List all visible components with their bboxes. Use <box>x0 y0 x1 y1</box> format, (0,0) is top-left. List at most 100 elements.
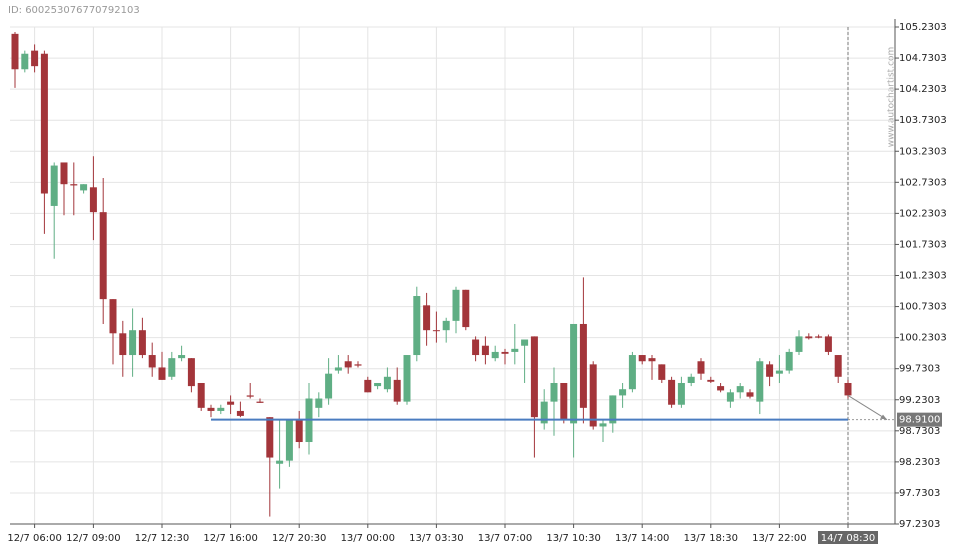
candle-body <box>413 296 421 356</box>
candle-body <box>795 336 803 352</box>
candle-body <box>462 289 470 328</box>
candle-body <box>393 379 401 402</box>
candle-body <box>805 336 813 339</box>
candle-body <box>844 382 852 396</box>
y-tick-label: 98.2303 <box>899 457 940 468</box>
level-label: 98.9100 <box>899 415 940 426</box>
candle-body <box>168 358 176 377</box>
candle-body <box>325 373 333 399</box>
candle-body <box>481 345 489 356</box>
x-tick-label: 12/7 20:30 <box>272 533 326 544</box>
candle-body <box>99 212 107 300</box>
candle-body <box>775 370 783 374</box>
candle-body <box>197 382 205 408</box>
candle-body <box>109 299 117 334</box>
candle-body <box>21 53 29 70</box>
candle-body <box>491 351 499 359</box>
candle-body <box>442 320 450 331</box>
candle-body <box>119 333 127 356</box>
level-label-box <box>897 412 942 427</box>
candle-body <box>315 398 323 408</box>
x-tick-label: 13/7 14:00 <box>615 533 669 544</box>
candle-body <box>579 323 587 408</box>
candle-body <box>815 336 823 338</box>
candle-body <box>638 355 646 362</box>
candle-body <box>383 376 391 390</box>
x-tick-label: 14/7 08:30 <box>821 533 875 544</box>
candle-body <box>148 355 156 368</box>
candle-body <box>628 355 636 390</box>
y-tick-label: 101.7303 <box>899 239 947 250</box>
y-tick-label: 99.7303 <box>899 364 940 375</box>
candle-body <box>138 330 146 356</box>
y-tick-label: 103.7303 <box>899 115 947 126</box>
candle-body <box>285 420 293 461</box>
candle-body <box>31 50 39 67</box>
y-tick-label: 105.2303 <box>899 22 947 33</box>
candle-body <box>687 376 695 383</box>
y-tick-label: 99.2303 <box>899 395 940 406</box>
candle-body <box>295 420 303 443</box>
x-tick-label: 12/7 16:00 <box>203 533 257 544</box>
x-tick-label: 12/7 12:30 <box>135 533 189 544</box>
candle-body <box>403 355 411 402</box>
candle-body <box>472 339 480 356</box>
candle-body <box>550 382 558 402</box>
candle-body <box>70 184 78 186</box>
candle-body <box>452 289 460 321</box>
candle-body <box>589 364 597 427</box>
watermark: www.autochartist.com <box>887 47 897 148</box>
candle-body <box>736 386 744 393</box>
y-tick-label: 100.2303 <box>899 333 947 344</box>
candle-body <box>344 361 352 368</box>
candle-body <box>178 355 186 359</box>
candle-body <box>276 460 284 464</box>
candle-body <box>658 364 666 380</box>
candle-body <box>511 348 519 352</box>
candle-body <box>364 379 372 393</box>
candle-body <box>756 361 764 402</box>
y-tick-label: 103.2303 <box>899 146 947 157</box>
candle-body <box>246 395 254 397</box>
y-tick-label: 102.7303 <box>899 177 947 188</box>
x-tick-label: 12/7 06:00 <box>7 533 61 544</box>
candle-body <box>746 392 754 397</box>
candle-body <box>60 162 68 185</box>
candle-body <box>256 401 264 403</box>
candle-body <box>50 165 58 206</box>
candle-body <box>560 382 568 421</box>
x-tick-label: 13/7 07:00 <box>478 533 532 544</box>
candle-body <box>697 361 705 374</box>
candle-body <box>423 305 431 331</box>
y-tick-label: 102.2303 <box>899 208 947 219</box>
arrow-head <box>880 414 887 420</box>
candle-body <box>619 389 627 396</box>
candle-body <box>599 423 607 427</box>
candle-body <box>207 407 215 411</box>
y-tick-label: 97.7303 <box>899 488 940 499</box>
candle-body <box>40 53 48 194</box>
candle-body <box>540 401 548 424</box>
projection-arrow <box>847 394 888 421</box>
x-tick-label: 13/7 03:30 <box>409 533 463 544</box>
candle-body <box>432 330 440 332</box>
candle-body <box>824 336 832 352</box>
x-tick-label: 12/7 09:00 <box>66 533 120 544</box>
candle-body <box>717 386 725 391</box>
candle-body <box>707 379 715 382</box>
candle-body <box>766 364 774 377</box>
candle-body <box>217 407 225 411</box>
candle-body <box>609 395 617 424</box>
y-tick-label: 98.7303 <box>899 426 940 437</box>
candle-body <box>334 367 342 371</box>
candle-body <box>158 367 166 380</box>
candle-body <box>785 351 793 371</box>
candle-body <box>227 401 235 405</box>
candle-body <box>80 184 88 191</box>
candle-body <box>668 379 676 405</box>
candle-body <box>501 351 509 354</box>
y-tick-label: 100.7303 <box>899 302 947 313</box>
x-tick-label: 13/7 00:00 <box>341 533 395 544</box>
x-label-highlight <box>818 531 878 544</box>
